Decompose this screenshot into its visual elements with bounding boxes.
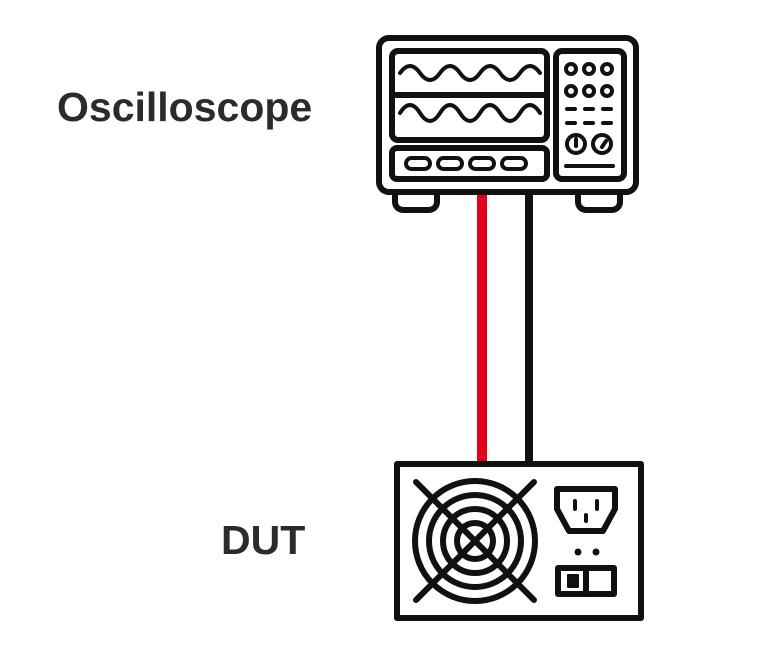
oscilloscope-icon <box>376 35 639 213</box>
power-supply-icon <box>394 461 644 621</box>
oscilloscope-controls <box>564 62 615 168</box>
oscilloscope-label: Oscilloscope <box>57 84 313 130</box>
dut-label: DUT <box>221 517 306 563</box>
